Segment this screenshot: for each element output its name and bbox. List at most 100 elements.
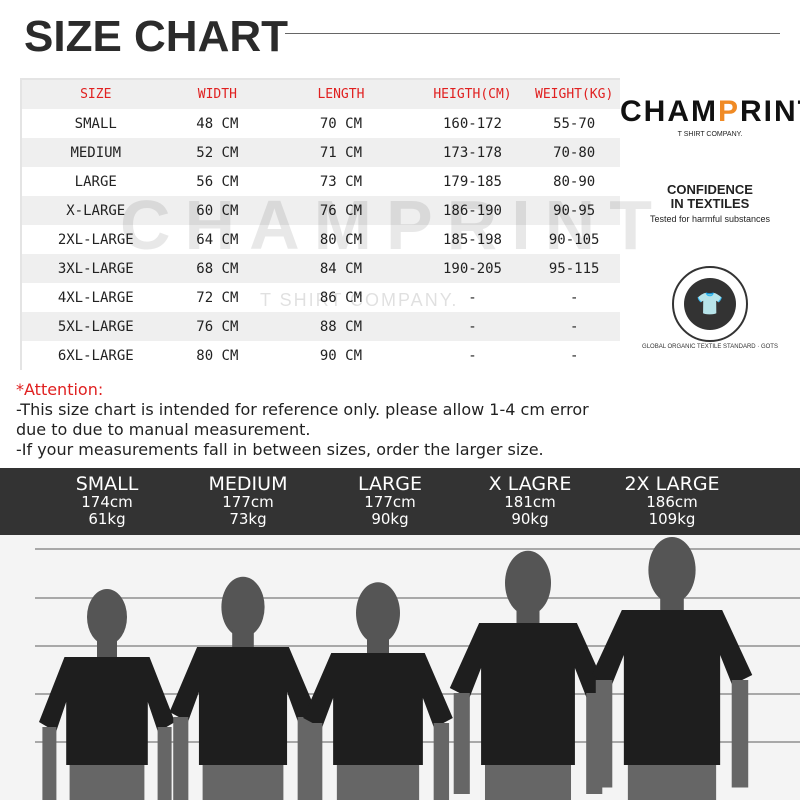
table-cell: 84 CM (319, 260, 363, 277)
gots-logo: 👕 (672, 266, 748, 342)
table-cell: 95-115 (548, 260, 600, 277)
table-row: 2XL-LARGE 64 CM 80 CM 185-198 90-105 (22, 225, 620, 254)
table-cell: 160-172 (442, 115, 502, 132)
table-cell: 52 CM (196, 144, 239, 161)
model-size: 2X LARGE (624, 473, 720, 495)
height-line (35, 645, 800, 647)
table-cell: - (468, 289, 477, 306)
model-silhouette (591, 536, 753, 800)
brand-subtitle: T SHIRT COMPANY. (677, 131, 743, 138)
model-weight: 109kg (648, 510, 696, 528)
header-cell: HEIGTH(CM) (433, 87, 512, 102)
table-cell: 80-90 (553, 173, 596, 190)
table-cell: 68 CM (196, 260, 239, 277)
table-cell: 56 CM (196, 173, 239, 190)
header-cell: WEIGHT(KG) (535, 87, 614, 102)
table-cell: MEDIUM (70, 144, 122, 161)
model-size: X LAGRE (488, 473, 572, 495)
title-divider (285, 33, 780, 34)
table-cell: 71 CM (319, 144, 363, 161)
attention-line: -This size chart is intended for referen… (16, 400, 589, 419)
height-line (35, 597, 800, 599)
table-row: SMALL 48 CM 70 CM 160-172 55-70 (22, 109, 620, 138)
table-cell: 88 CM (319, 318, 363, 335)
table-cell: 76 CM (196, 318, 239, 335)
table-cell: 5XL-LARGE (57, 318, 134, 335)
table-cell: - (468, 347, 477, 364)
model-silhouette (39, 589, 175, 800)
table-cell: 90 CM (319, 347, 363, 364)
table-cell: 90-105 (548, 231, 600, 248)
attention-label: *Attention: (16, 380, 104, 399)
table-row: 6XL-LARGE 80 CM 90 CM - - (22, 341, 620, 370)
table-cell: 80 CM (319, 231, 363, 248)
table-header: SIZE WIDTH LENGTH HEIGTH(CM) WEIGHT(KG) (22, 80, 620, 109)
table-cell: 2XL-LARGE (57, 231, 134, 248)
gots-text: GLOBAL ORGANIC TEXTILE STANDARD · GOTS (642, 344, 778, 350)
table-cell: 72 CM (196, 289, 239, 306)
model-size-info: X LAGRE 181cm 90kg (460, 474, 600, 528)
model-silhouette (169, 576, 317, 800)
table-cell: 90-95 (553, 202, 596, 219)
table-cell: 185-198 (442, 231, 502, 248)
table-cell: 73 CM (319, 173, 363, 190)
table-cell: 76 CM (319, 202, 363, 219)
model-size-info: LARGE 177cm 90kg (320, 474, 460, 528)
model-weight: 90kg (511, 510, 549, 528)
table-cell: 3XL-LARGE (57, 260, 134, 277)
table-cell: LARGE (74, 173, 117, 190)
watermark-subtitle: T SHIRT COMPANY. (260, 290, 459, 310)
table-cell: X-LARGE (66, 202, 126, 219)
header-cell: LENGTH (317, 87, 365, 102)
attention-line: -If your measurements fall in between si… (16, 440, 544, 459)
table-row: 3XL-LARGE 68 CM 84 CM 190-205 95-115 (22, 254, 620, 283)
table-cell: 190-205 (442, 260, 502, 277)
model-weight: 61kg (88, 510, 126, 528)
height-line (35, 548, 800, 550)
model-height: 177cm (222, 493, 274, 511)
table-cell: - (468, 318, 477, 335)
table-cell: 48 CM (196, 115, 239, 132)
table-row: X-LARGE 60 CM 76 CM 186-190 90-95 (22, 196, 620, 225)
header-cell: WIDTH (197, 87, 237, 102)
table-cell: 80 CM (196, 347, 239, 364)
size-table: SIZE WIDTH LENGTH HEIGTH(CM) WEIGHT(KG) … (20, 78, 620, 370)
model-size: LARGE (358, 473, 422, 495)
table-cell: 55-70 (553, 115, 596, 132)
model-weight: 73kg (229, 510, 267, 528)
page-title: SIZE CHART (24, 12, 288, 61)
table-row: 5XL-LARGE 76 CM 88 CM - - (22, 312, 620, 341)
model-height: 181cm (504, 493, 556, 511)
table-row: LARGE 56 CM 73 CM 179-185 80-90 (22, 167, 620, 196)
table-cell: 60 CM (196, 202, 239, 219)
brand-logo: CHAMPRINT (620, 95, 800, 128)
model-sizes-band: SMALL 174cm 61kg MEDIUM 177cm 73kg LARGE 177cm 9… (0, 468, 800, 535)
shirt-icon: 👕 (684, 278, 736, 330)
table-cell: 70-80 (553, 144, 596, 161)
table-row: MEDIUM 52 CM 71 CM 173-178 70-80 (22, 138, 620, 167)
model-height: 177cm (364, 493, 416, 511)
certification-logos: CHAMPRINT T SHIRT COMPANY. CONFIDENCEIN … (620, 95, 800, 350)
table-cell: 173-178 (442, 144, 502, 161)
model-weight: 90kg (371, 510, 409, 528)
model-silhouette (449, 550, 607, 800)
table-cell: SMALL (74, 115, 117, 132)
model-silhouette (303, 582, 453, 800)
attention-line: due to due to manual measurement. (16, 420, 311, 439)
table-cell: - (569, 289, 579, 306)
table-cell: 70 CM (319, 115, 363, 132)
table-cell: - (569, 347, 579, 364)
header-cell: SIZE (80, 87, 112, 102)
model-size: MEDIUM (208, 473, 288, 495)
model-height: 174cm (81, 493, 133, 511)
table-cell: 64 CM (196, 231, 239, 248)
attention-notes: *Attention: -This size chart is intended… (16, 380, 589, 460)
table-cell: - (569, 318, 579, 335)
table-row: 4XL-LARGE 72 CM 86 CM - - (22, 283, 620, 312)
table-cell: 186-190 (442, 202, 502, 219)
model-size-info: MEDIUM 177cm 73kg (178, 474, 318, 528)
oeko-tex-logo: CONFIDENCE IN TEXTILES (667, 182, 753, 211)
model-size-info: SMALL 174cm 61kg (37, 474, 177, 528)
oeko-tex-subtitle: Tested for harmful substances (649, 214, 771, 224)
model-height: 186cm (646, 493, 698, 511)
